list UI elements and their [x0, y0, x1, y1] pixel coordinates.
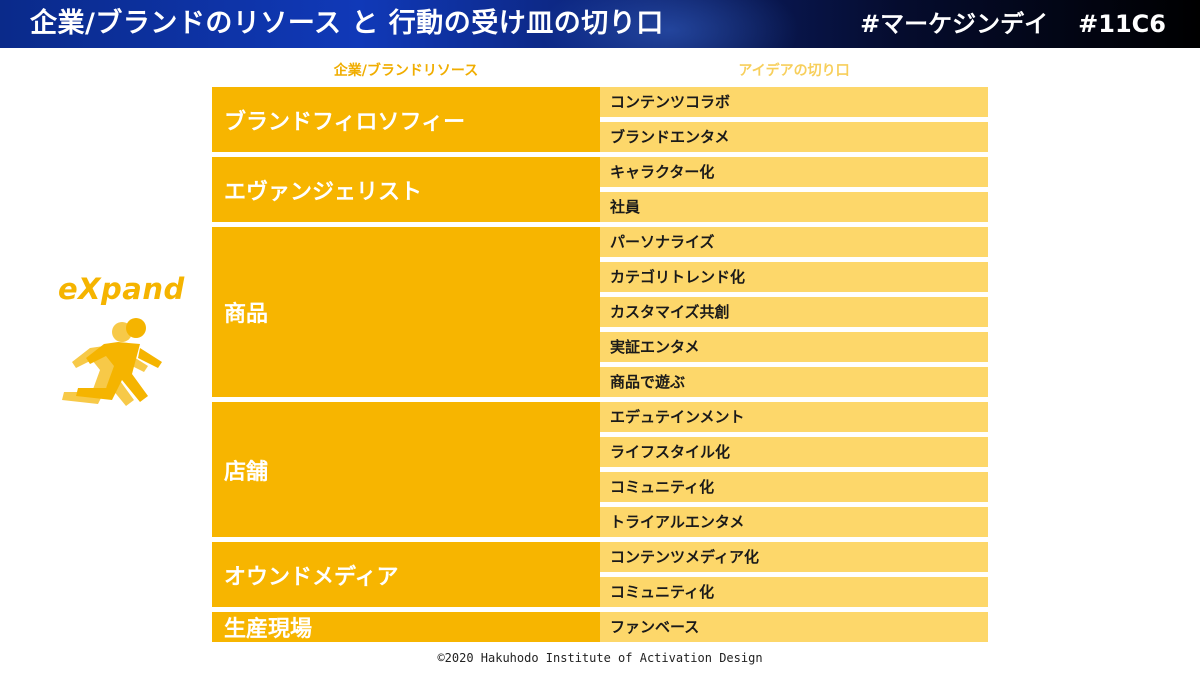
runner-icon [58, 316, 178, 416]
copyright-footer: ©2020 Hakuhodo Institute of Activation D… [437, 651, 763, 665]
resource-label: ブランドフィロソフィー [224, 109, 466, 135]
idea-item: 商品で遊ぶ [600, 367, 988, 397]
idea-item: エデュテインメント [600, 402, 988, 432]
session-tag: #11C6 [1078, 10, 1166, 38]
idea-item: 実証エンタメ [600, 332, 988, 362]
hashtag-group: #マーケジンデイ #11C6 [860, 0, 1166, 48]
idea-item: ブランドエンタメ [600, 122, 988, 152]
expand-logo: eXpand [58, 272, 185, 306]
resource-group: ブランドフィロソフィー [212, 87, 600, 152]
resource-group: 生産現場 [212, 612, 600, 642]
column-header-resources: 企業/ブランドリソース [333, 63, 479, 79]
resource-group: オウンドメディア [212, 542, 600, 607]
page-title: 企業/ブランドのリソース と 行動の受け皿の切り口 [30, 8, 664, 39]
resource-group: 店舗 [212, 402, 600, 537]
resource-label: エヴァンジェリスト [224, 179, 423, 205]
idea-item: カテゴリトレンド化 [600, 262, 988, 292]
resource-group: 商品 [212, 227, 600, 397]
resource-label: 店舗 [224, 459, 269, 485]
idea-item: パーソナライズ [600, 227, 988, 257]
idea-item: キャラクター化 [600, 157, 988, 187]
idea-item: コミュニティ化 [600, 472, 988, 502]
resource-label: オウンドメディア [224, 564, 399, 590]
resource-label: 生産現場 [224, 617, 313, 642]
idea-item: コンテンツコラボ [600, 87, 988, 117]
header-bar: 企業/ブランドのリソース と 行動の受け皿の切り口 #マーケジンデイ #11C6 [0, 0, 1200, 48]
idea-item: コミュニティ化 [600, 577, 988, 607]
resource-group: エヴァンジェリスト [212, 157, 600, 222]
idea-item: 社員 [600, 192, 988, 222]
idea-item: カスタマイズ共創 [600, 297, 988, 327]
idea-item: ファンベース [600, 612, 988, 642]
hashtag: #マーケジンデイ [860, 10, 1049, 38]
idea-item: ライフスタイル化 [600, 437, 988, 467]
idea-item: コンテンツメディア化 [600, 542, 988, 572]
resource-label: 商品 [224, 302, 269, 327]
idea-item: トライアルエンタメ [600, 507, 988, 537]
column-header-ideas: アイデアの切り口 [738, 63, 850, 79]
